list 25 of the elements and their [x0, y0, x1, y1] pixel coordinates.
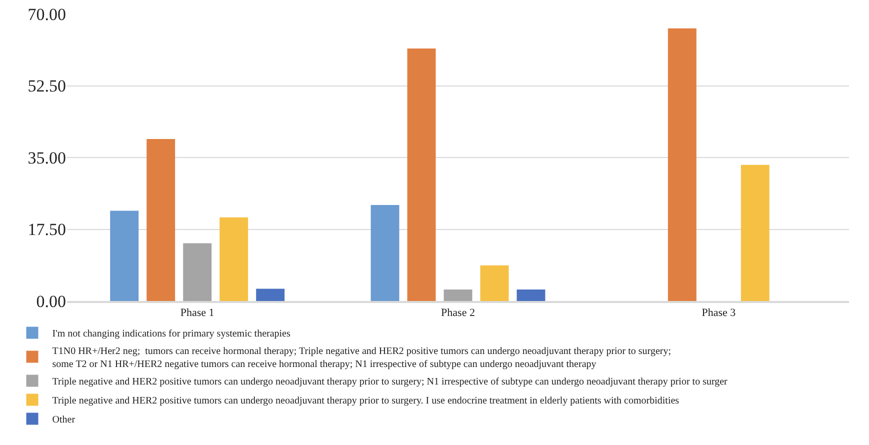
bar [110, 210, 139, 301]
y-tick-label: 52.50 [28, 76, 66, 96]
bar [146, 139, 176, 301]
bar [370, 205, 400, 301]
bar [740, 164, 770, 301]
x-tick-label: Phase 3 [702, 307, 736, 320]
y-tick-label: 35.00 [28, 148, 66, 168]
legend-label: Other [52, 414, 76, 426]
y-tick-label: 0.00 [36, 292, 66, 311]
legend-label: T1N0 HR+/Her2 neg; tumors can receive hormonal therapy; Triple negative and HER2 positive tumors can undergo neoadjuvant therapy prior to surgery; some T2 or N1 HR+/HER2 negative tumors can receive hormonal therapy; N1 irrespective of subtype can undergo neoadjuvant therapy [52, 346, 672, 370]
bar [407, 48, 436, 301]
bar [444, 290, 472, 301]
bar [183, 243, 212, 301]
bar [480, 265, 509, 301]
legend-label: I'm not changing indications for primary systemic therapies [52, 328, 290, 340]
legend-label: Triple negative and HER2 positive tumors can undergo neoadjuvant therapy prior to surgery. I use endocrine treatment in elderly patients with comorbidities [52, 396, 680, 407]
x-tick-label: Phase 2 [441, 307, 475, 320]
legend-label: Triple negative and HER2 positive tumors can undergo neoadjuvant therapy prior to surgery; N1 irrespective of subtype can undergo neoadjuvant therapy prior to surger [52, 376, 728, 388]
bar [516, 290, 546, 301]
bar [668, 28, 696, 301]
x-tick-label: Phase 1 [180, 307, 214, 320]
y-tick-label: 70.00 [28, 4, 66, 24]
bar [256, 288, 285, 301]
bar [220, 217, 248, 301]
y-tick-label: 17.50 [28, 220, 66, 240]
